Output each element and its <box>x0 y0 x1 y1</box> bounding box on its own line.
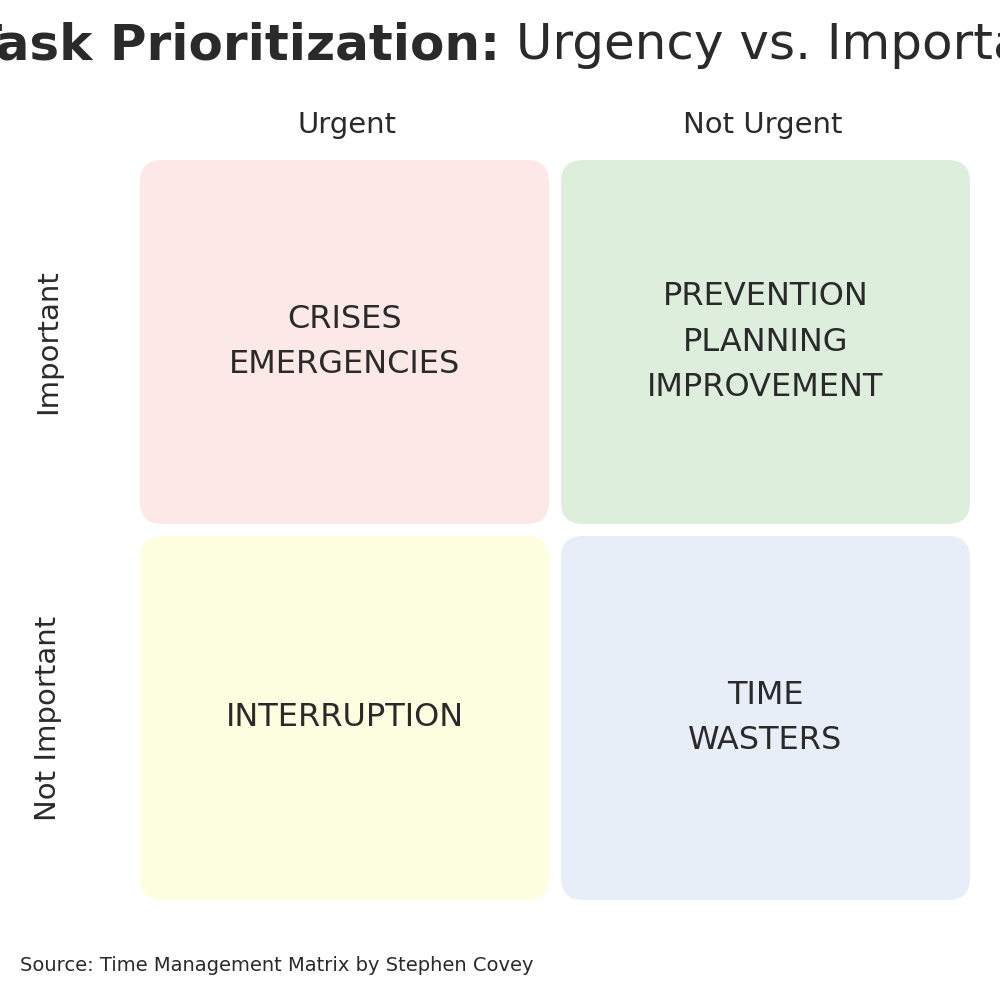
Text: Not Urgent: Not Urgent <box>683 111 842 139</box>
Text: TIME
WASTERS: TIME WASTERS <box>688 680 843 756</box>
Text: Source: Time Management Matrix by Stephen Covey: Source: Time Management Matrix by Stephe… <box>20 956 534 975</box>
FancyBboxPatch shape <box>561 160 970 524</box>
Text: Task Prioritization:: Task Prioritization: <box>0 21 500 69</box>
FancyBboxPatch shape <box>561 536 970 900</box>
Text: Important: Important <box>34 270 62 414</box>
Text: INTERRUPTION: INTERRUPTION <box>225 702 464 734</box>
Text: Not Important: Not Important <box>34 615 62 821</box>
FancyBboxPatch shape <box>140 536 549 900</box>
Text: PREVENTION
PLANNING
IMPROVEMENT: PREVENTION PLANNING IMPROVEMENT <box>647 281 884 403</box>
Text: Urgency vs. Importance: Urgency vs. Importance <box>500 21 1000 69</box>
FancyBboxPatch shape <box>140 160 549 524</box>
Text: Urgent: Urgent <box>298 111 397 139</box>
Text: CRISES
EMERGENCIES: CRISES EMERGENCIES <box>229 304 460 380</box>
